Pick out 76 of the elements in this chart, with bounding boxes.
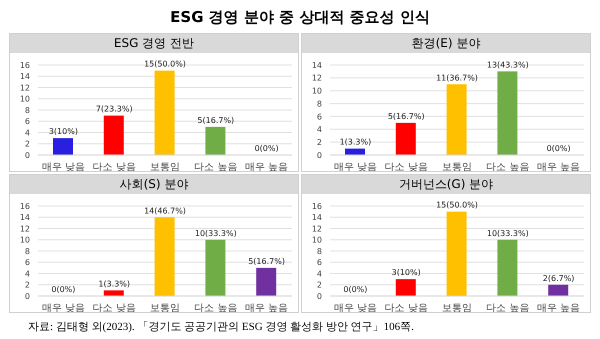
data-label: 3(10%) (392, 268, 421, 278)
y-tick-label: 16 (20, 202, 30, 211)
y-tick-label: 4 (24, 269, 30, 278)
y-tick-label: 4 (316, 269, 322, 278)
data-label: 15(50.0%) (144, 60, 186, 69)
y-tick-label: 6 (24, 117, 30, 126)
bar (53, 138, 73, 155)
y-tick-label: 14 (312, 213, 322, 222)
data-label: 10(33.3%) (486, 228, 529, 238)
text: 자료: 김태형 외(2023). 「경기도 공공기관의 ESG 경영 활성화 방안 연구」106쪽. (28, 320, 415, 334)
y-tick-label: 6 (316, 258, 322, 268)
data-label: 0(0%) (546, 144, 571, 153)
y-tick-label: 12 (20, 83, 30, 92)
data-label: 3(10%) (48, 127, 78, 136)
y-tick-label: 8 (316, 99, 322, 108)
y-tick-label: 10 (20, 236, 30, 245)
bar (154, 217, 175, 296)
y-tick-label: 4 (316, 125, 322, 134)
bar (497, 240, 518, 296)
y-tick-label: 0 (24, 292, 30, 301)
bar (345, 148, 365, 155)
y-tick-label: 12 (20, 224, 30, 234)
y-tick-label: 8 (316, 246, 322, 256)
y-tick-label: 2 (316, 280, 322, 290)
data-label: 7(23.3%) (96, 104, 133, 114)
y-tick-label: 2 (24, 140, 30, 149)
bar (205, 240, 226, 296)
data-label: 14(46.7%) (144, 206, 186, 216)
bar (256, 268, 276, 296)
y-tick-label: 14 (312, 60, 322, 70)
y-tick-label: 0 (316, 292, 322, 301)
data-label: 0(0%) (254, 144, 279, 153)
bar (497, 71, 518, 155)
data-label: 15(50.0%) (436, 200, 478, 210)
y-tick-label: 2 (24, 280, 30, 290)
y-tick-label: 8 (24, 106, 30, 115)
y-tick-label: 10 (312, 86, 322, 96)
data-label: 5(16.7%) (197, 116, 234, 125)
data-label: 13(43.3%) (486, 60, 529, 70)
y-tick-label: 10 (312, 236, 322, 245)
bar (446, 212, 467, 296)
bar (154, 70, 175, 155)
y-tick-label: 14 (20, 72, 30, 82)
y-tick-label: 16 (20, 60, 30, 70)
y-tick-label: 14 (20, 213, 30, 222)
bar (205, 126, 226, 155)
data-label: 1(3.3%) (98, 279, 130, 288)
data-label: 0(0%) (343, 285, 368, 294)
y-tick-label: 0 (316, 150, 322, 160)
text: ESG 경영 분야 중 상대적 중요성 인식 (169, 8, 431, 27)
data-label: 5(16.7%) (248, 256, 285, 266)
y-tick-label: 10 (20, 94, 30, 104)
bar (396, 279, 416, 296)
y-tick-label: 12 (312, 74, 322, 83)
data-label: 10(33.3%) (194, 228, 237, 238)
chart-title: ESG 경영 전반 (10, 34, 298, 53)
bar (396, 122, 416, 155)
y-tick-label: 2 (316, 138, 322, 147)
y-tick-label: 8 (24, 246, 30, 256)
y-tick-label: 6 (24, 258, 30, 268)
data-label: 5(16.7%) (388, 112, 425, 121)
y-tick-label: 4 (24, 128, 30, 138)
data-label: 2(6.7%) (542, 274, 574, 283)
data-label: 11(36.7%) (436, 73, 478, 82)
bar (104, 116, 124, 155)
y-tick-label: 16 (312, 202, 322, 211)
y-tick-label: 6 (316, 112, 322, 122)
y-tick-label: 0 (24, 150, 30, 160)
chart-title: 사회(S) 분야 (10, 175, 298, 194)
chart-title: 환경(E) 분야 (302, 34, 590, 53)
chart-title: 거버넌스(G) 분야 (302, 175, 590, 194)
y-tick-label: 12 (312, 224, 322, 234)
data-label: 0(0%) (51, 285, 76, 294)
bar (446, 84, 467, 155)
bar (548, 284, 568, 296)
data-label: 1(3.3%) (340, 138, 372, 147)
